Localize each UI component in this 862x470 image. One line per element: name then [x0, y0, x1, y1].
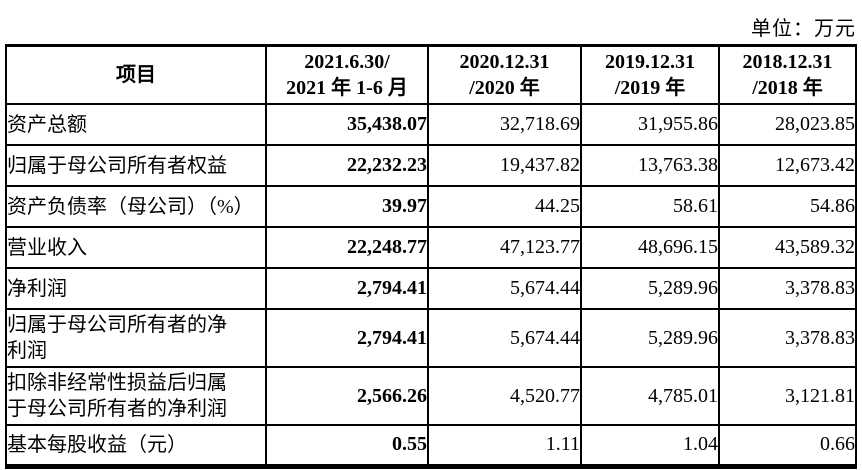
value-cell: 3,378.83 — [718, 267, 857, 310]
value-cell: 12,673.42 — [718, 144, 857, 187]
row-label: 净利润 — [5, 267, 267, 310]
value-cell: 28,023.85 — [718, 103, 857, 146]
value-cell: 58.61 — [580, 185, 720, 228]
row-label: 基本每股收益（元） — [5, 424, 267, 467]
value-cell: 13,763.38 — [580, 144, 720, 187]
value-cell: 1.04 — [580, 424, 720, 467]
row-label: 营业收入 — [5, 226, 267, 269]
value-cell: 47,123.77 — [427, 226, 582, 269]
value-cell: 54.86 — [718, 185, 857, 228]
column-header-2020: 2020.12.31 /2020 年 — [427, 44, 582, 105]
row-label: 资产负债率（母公司）（%） — [5, 185, 267, 228]
value-cell: 4,785.01 — [580, 366, 720, 426]
value-cell: 0.66 — [718, 424, 857, 467]
column-header-item: 项目 — [5, 44, 267, 105]
value-cell: 2,566.26 — [265, 366, 429, 426]
table-row-parent-net-profit: 归属于母公司所有者的净 利润 2,794.41 5,674.44 5,289.9… — [5, 308, 857, 368]
value-cell: 1.11 — [427, 424, 582, 467]
table-row-total-assets: 资产总额 35,438.07 32,718.69 31,955.86 28,02… — [5, 103, 857, 146]
column-header-2018: 2018.12.31 /2018 年 — [718, 44, 857, 105]
unit-label: 单位：万元 — [751, 18, 856, 40]
column-header-2021h1: 2021.6.30/ 2021 年 1-6 月 — [265, 44, 429, 105]
table-row-debt-ratio: 资产负债率（母公司）（%） 39.97 44.25 58.61 54.86 — [5, 185, 857, 228]
row-label: 归属于母公司所有者的净 利润 — [5, 308, 267, 368]
value-cell: 4,520.77 — [427, 366, 582, 426]
value-cell: 5,289.96 — [580, 308, 720, 368]
value-cell: 5,289.96 — [580, 267, 720, 310]
value-cell: 2,794.41 — [265, 267, 429, 310]
value-cell: 0.55 — [265, 424, 429, 467]
value-cell: 22,248.77 — [265, 226, 429, 269]
row-label: 资产总额 — [5, 103, 267, 146]
value-cell: 22,232.23 — [265, 144, 429, 187]
table-row-revenue: 营业收入 22,248.77 47,123.77 48,696.15 43,58… — [5, 226, 857, 269]
table-header-row: 项目 2021.6.30/ 2021 年 1-6 月 2020.12.31 /2… — [5, 44, 857, 105]
value-cell: 35,438.07 — [265, 103, 429, 146]
value-cell: 39.97 — [265, 185, 429, 228]
value-cell: 3,121.81 — [718, 366, 857, 426]
value-cell: 5,674.44 — [427, 267, 582, 310]
value-cell: 48,696.15 — [580, 226, 720, 269]
table-row-basic-eps: 基本每股收益（元） 0.55 1.11 1.04 0.66 — [5, 424, 857, 467]
table-row-deducted-net-profit: 扣除非经常性损益后归属 于母公司所有者的净利润 2,566.26 4,520.7… — [5, 366, 857, 426]
row-label: 归属于母公司所有者权益 — [5, 144, 267, 187]
financial-highlights-table: 项目 2021.6.30/ 2021 年 1-6 月 2020.12.31 /2… — [5, 44, 857, 469]
value-cell: 31,955.86 — [580, 103, 720, 146]
value-cell: 2,794.41 — [265, 308, 429, 368]
table-row-net-profit: 净利润 2,794.41 5,674.44 5,289.96 3,378.83 — [5, 267, 857, 310]
column-header-2019: 2019.12.31 /2019 年 — [580, 44, 720, 105]
value-cell: 43,589.32 — [718, 226, 857, 269]
row-label: 扣除非经常性损益后归属 于母公司所有者的净利润 — [5, 366, 267, 426]
value-cell: 19,437.82 — [427, 144, 582, 187]
table-row-parent-equity: 归属于母公司所有者权益 22,232.23 19,437.82 13,763.3… — [5, 144, 857, 187]
value-cell: 32,718.69 — [427, 103, 582, 146]
value-cell: 3,378.83 — [718, 308, 857, 368]
value-cell: 5,674.44 — [427, 308, 582, 368]
value-cell: 44.25 — [427, 185, 582, 228]
